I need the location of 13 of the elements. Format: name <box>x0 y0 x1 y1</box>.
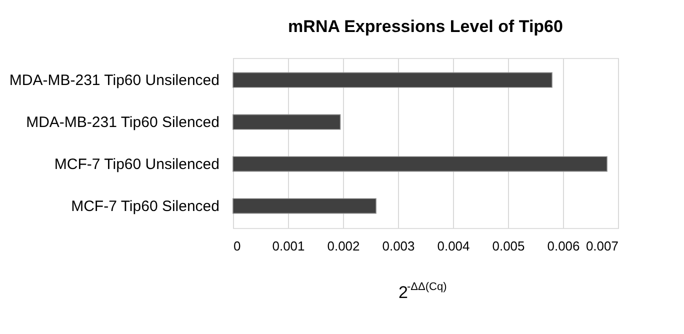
x-tick-label: 0.001 <box>272 238 305 254</box>
x-tick-label: 0.003 <box>382 238 415 254</box>
x-tick-label: 0.006 <box>547 238 580 254</box>
x-tick-label: 0.004 <box>437 238 470 254</box>
x-tick-label: 0.007 <box>586 238 618 254</box>
y-tick-label: MDA-MB-231 Tip60 Silenced <box>26 114 220 132</box>
x-tick-label: 0.002 <box>327 238 360 254</box>
y-tick-label: MCF-7 Tip60 Unsilenced <box>54 156 220 173</box>
x-tick-label: 0 <box>234 238 241 254</box>
x-tick-label: 0.005 <box>492 238 525 254</box>
chart-title: mRNA Expressions Level of Tip60 <box>288 17 563 36</box>
y-tick-label: MCF-7 Tip60 Silenced <box>71 198 220 215</box>
y-tick-label: MDA-MB-231 Tip60 Unsilenced <box>9 72 220 90</box>
